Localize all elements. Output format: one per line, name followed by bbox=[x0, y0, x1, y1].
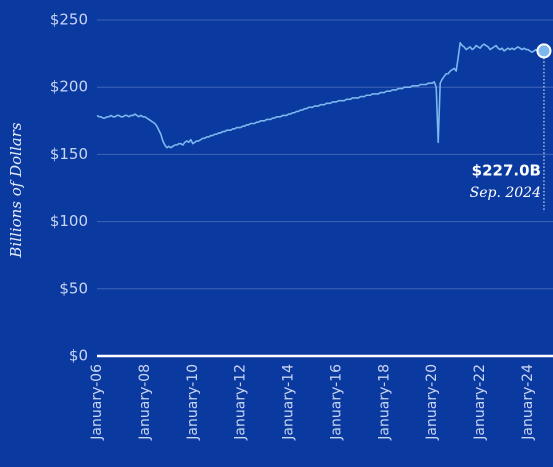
y-tick-label: $200 bbox=[50, 78, 88, 96]
data-line bbox=[96, 42, 545, 149]
x-tick-label: January-08 bbox=[137, 364, 153, 441]
x-tick-label: January-18 bbox=[376, 364, 392, 441]
x-tick-label: January-24 bbox=[520, 364, 536, 441]
x-tick-label: January-14 bbox=[281, 364, 297, 441]
x-tick-label: January-06 bbox=[89, 364, 105, 441]
y-tick-label: $100 bbox=[50, 212, 88, 230]
y-axis-title: Billions of Dollars bbox=[7, 122, 25, 258]
annotation-date: Sep. 2024 bbox=[470, 185, 541, 201]
y-tick-label: $150 bbox=[50, 145, 88, 163]
x-tick-label: January-12 bbox=[233, 364, 249, 441]
x-tick-label: January-16 bbox=[328, 364, 344, 441]
last-point bbox=[536, 43, 552, 59]
y-tick-label: $50 bbox=[59, 279, 88, 297]
x-tick-label: January-10 bbox=[185, 364, 201, 441]
x-tick-label: January-20 bbox=[424, 364, 440, 441]
annotation-value: $227.0B bbox=[472, 162, 541, 180]
y-tick-label: $250 bbox=[50, 11, 88, 29]
y-tick-label: $0 bbox=[69, 347, 88, 365]
x-tick-label: January-22 bbox=[472, 364, 488, 441]
